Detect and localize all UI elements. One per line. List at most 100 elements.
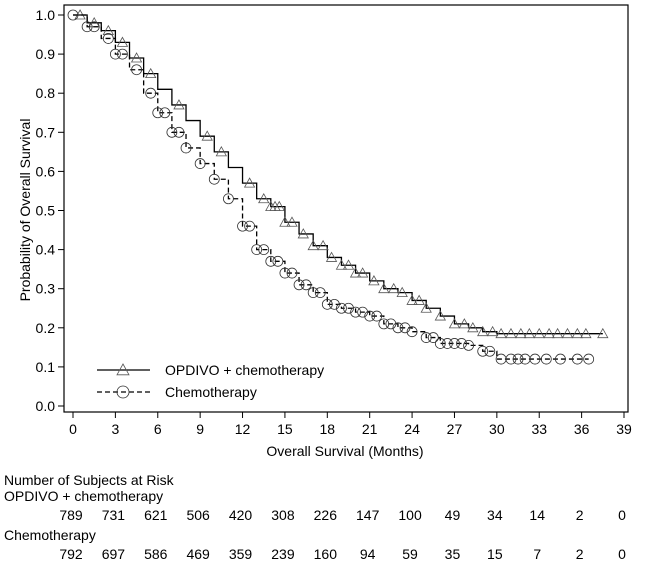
- y-tick-label: 0.0: [36, 398, 56, 414]
- censor-mark-triangle: [396, 286, 408, 298]
- survival-curve-chemotherapy: [73, 14, 589, 360]
- risk-cell: 420: [228, 507, 253, 523]
- x-tick-label: 3: [111, 421, 119, 437]
- risk-cell: 2: [575, 507, 584, 523]
- y-tick-label: 0.2: [36, 320, 56, 336]
- censor-mark-triangle: [258, 192, 270, 204]
- risk-table-title: Number of Subjects at Risk: [4, 472, 174, 488]
- censor-mark-triangle: [279, 216, 291, 227]
- censor-mark-triangle: [388, 282, 400, 294]
- censor-mark-triangle: [467, 321, 479, 333]
- censor-mark-circle: [399, 322, 411, 334]
- risk-cell: 7: [533, 546, 542, 562]
- censor-mark-circle: [463, 339, 474, 351]
- censor-mark-circle: [583, 353, 595, 365]
- censor-mark-triangle: [368, 275, 380, 286]
- censor-mark-triangle: [580, 327, 592, 339]
- censor-mark-triangle: [543, 327, 555, 339]
- risk-cell: 2: [575, 546, 584, 562]
- censor-mark-triangle: [145, 67, 157, 79]
- censor-mark-circle: [343, 302, 354, 314]
- censor-mark-circle: [307, 287, 319, 299]
- y-tick-label: 0.3: [36, 281, 56, 297]
- x-tick-label: 24: [404, 421, 420, 437]
- risk-cell: 0: [618, 507, 626, 523]
- censor-mark-triangle: [486, 325, 499, 337]
- x-tick-label: 15: [277, 421, 293, 437]
- censor-mark-circle: [371, 310, 383, 322]
- y-axis-label: Probability of Overall Survival: [17, 119, 33, 302]
- risk-cell: 226: [313, 507, 337, 523]
- censor-mark-circle: [420, 332, 432, 343]
- censor-mark-circle: [540, 353, 552, 365]
- censor-mark-circle: [208, 173, 220, 185]
- censor-mark-triangle: [349, 267, 362, 278]
- x-tick-label: 18: [320, 421, 336, 437]
- y-tick-label: 0.5: [36, 203, 56, 219]
- censor-mark-circle: [131, 64, 142, 76]
- censor-mark-circle: [529, 353, 541, 365]
- censor-mark-triangle: [116, 36, 129, 47]
- censor-mark-triangle: [448, 318, 461, 329]
- censor-mark-triangle: [335, 259, 348, 270]
- censor-mark-triangle: [325, 251, 338, 262]
- x-tick-label: 12: [235, 421, 251, 437]
- censor-mark-triangle: [420, 302, 432, 313]
- risk-cell: 94: [359, 546, 376, 562]
- risk-cell: 35: [444, 546, 461, 562]
- x-tick-label: 39: [616, 421, 632, 437]
- censor-mark-triangle: [597, 327, 609, 339]
- risk-cell: 731: [101, 507, 126, 523]
- x-tick-label: 9: [196, 421, 204, 437]
- y-tick-label: 0.6: [36, 163, 56, 179]
- censor-mark-circle: [152, 107, 164, 119]
- censor-mark-circle: [427, 332, 439, 343]
- censor-mark-circle: [258, 244, 270, 256]
- censor-mark-triangle: [495, 327, 507, 339]
- censor-mark-circle: [357, 306, 369, 318]
- censor-mark-circle: [173, 126, 185, 138]
- censor-mark-triangle: [477, 325, 489, 337]
- risk-cell: 14: [529, 507, 546, 523]
- censor-mark-triangle: [243, 177, 256, 188]
- censor-mark-circle: [251, 244, 263, 256]
- y-tick-label: 1.0: [36, 7, 56, 23]
- censor-mark-triangle: [356, 267, 369, 278]
- censor-mark-triangle: [102, 24, 115, 36]
- censor-mark-circle: [109, 48, 121, 60]
- censor-mark-triangle: [571, 327, 584, 339]
- legend-label: OPDIVO + chemotherapy: [165, 362, 324, 378]
- censor-mark-circle: [237, 220, 248, 232]
- censor-mark-circle: [456, 338, 467, 349]
- x-tick-label: 21: [362, 421, 378, 437]
- censor-mark-circle: [505, 353, 517, 365]
- censor-mark-circle: [166, 126, 178, 138]
- censor-mark-circle: [512, 353, 524, 365]
- censor-mark-circle: [477, 345, 489, 357]
- y-tick-label: 0.7: [36, 124, 56, 140]
- plot-frame: [63, 4, 629, 413]
- x-tick-label: 0: [69, 421, 77, 437]
- censor-mark-circle: [180, 142, 192, 154]
- censor-mark-triangle: [413, 294, 425, 305]
- risk-cell: 34: [487, 507, 503, 523]
- censor-mark-circle: [67, 9, 79, 21]
- risk-cell: 506: [186, 507, 210, 523]
- censor-mark-triangle: [342, 259, 355, 270]
- censor-mark-triangle: [458, 318, 471, 329]
- censor-mark-circle: [350, 306, 361, 318]
- risk-cell: 789: [59, 507, 83, 523]
- censor-mark-circle: [293, 279, 305, 291]
- censor-mark-triangle: [297, 228, 309, 239]
- risk-cell: 0: [618, 546, 626, 562]
- y-tick-label: 0.8: [36, 85, 56, 101]
- censor-mark-triangle: [378, 282, 390, 294]
- risk-cell: 147: [356, 507, 380, 523]
- x-tick-label: 27: [447, 421, 463, 437]
- risk-cell: 359: [228, 546, 253, 562]
- risk-cell: 15: [487, 546, 503, 562]
- censor-mark-triangle: [533, 327, 545, 339]
- censor-mark-triangle: [523, 327, 536, 339]
